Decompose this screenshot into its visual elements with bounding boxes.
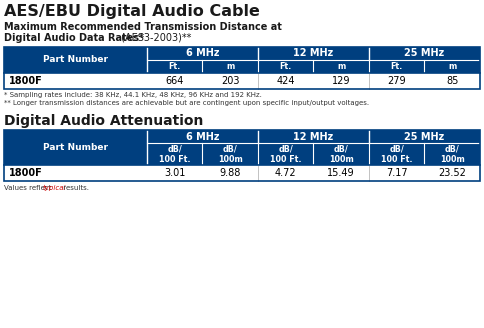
Text: Ft.: Ft.: [279, 62, 292, 71]
Text: Ft.: Ft.: [391, 62, 403, 71]
Text: dB/
100m: dB/ 100m: [440, 144, 465, 164]
Text: 23.52: 23.52: [439, 168, 466, 178]
Text: Part Number: Part Number: [43, 143, 108, 152]
Text: Digital Audio Attenuation: Digital Audio Attenuation: [4, 114, 203, 128]
Bar: [4, 130, 480, 181]
Text: 1800F: 1800F: [9, 76, 43, 86]
Text: 25 MHz: 25 MHz: [404, 49, 445, 58]
Bar: [4, 130, 480, 143]
Bar: [4, 130, 147, 165]
Text: 279: 279: [387, 76, 406, 86]
Text: 424: 424: [276, 76, 295, 86]
Text: 129: 129: [332, 76, 350, 86]
Bar: [4, 47, 480, 60]
Bar: [4, 47, 480, 89]
Text: 6 MHz: 6 MHz: [185, 132, 219, 141]
Text: Part Number: Part Number: [43, 55, 108, 65]
Text: 1800F: 1800F: [9, 168, 43, 178]
Text: m: m: [337, 62, 345, 71]
Text: 203: 203: [221, 76, 240, 86]
Text: 664: 664: [166, 76, 184, 86]
Text: dB/
100 Ft.: dB/ 100 Ft.: [270, 144, 302, 164]
Text: Ft.: Ft.: [168, 62, 181, 71]
Text: Digital Audio Data Rates*: Digital Audio Data Rates*: [4, 33, 144, 43]
Text: dB/
100 Ft.: dB/ 100 Ft.: [381, 144, 412, 164]
Text: 4.72: 4.72: [275, 168, 296, 178]
Bar: [4, 47, 147, 73]
Bar: [147, 143, 480, 165]
Text: 12 MHz: 12 MHz: [293, 132, 333, 141]
Text: 3.01: 3.01: [164, 168, 185, 178]
Text: dB/
100 Ft.: dB/ 100 Ft.: [159, 144, 190, 164]
Text: 7.17: 7.17: [386, 168, 408, 178]
Text: 9.88: 9.88: [219, 168, 241, 178]
Text: ** Longer transmission distances are achievable but are contingent upon specific: ** Longer transmission distances are ach…: [4, 100, 369, 106]
Text: 12 MHz: 12 MHz: [293, 49, 333, 58]
Text: AES/EBU Digital Audio Cable: AES/EBU Digital Audio Cable: [4, 4, 260, 19]
Text: m: m: [448, 62, 456, 71]
Text: typical: typical: [43, 185, 66, 191]
Text: 15.49: 15.49: [327, 168, 355, 178]
Text: Maximum Recommended Transmission Distance at: Maximum Recommended Transmission Distanc…: [4, 22, 282, 32]
Text: results.: results.: [61, 185, 89, 191]
Text: 85: 85: [446, 76, 458, 86]
Text: * Sampling rates include: 38 KHz, 44.1 KHz, 48 KHz, 96 KHz and 192 KHz.: * Sampling rates include: 38 KHz, 44.1 K…: [4, 92, 262, 98]
Text: 6 MHz: 6 MHz: [185, 49, 219, 58]
Text: (AES3-2003)**: (AES3-2003)**: [118, 33, 191, 43]
Text: 25 MHz: 25 MHz: [404, 132, 445, 141]
Bar: [147, 60, 480, 73]
Text: dB/
100m: dB/ 100m: [218, 144, 242, 164]
Text: Values reflect: Values reflect: [4, 185, 54, 191]
Text: dB/
100m: dB/ 100m: [329, 144, 353, 164]
Text: m: m: [226, 62, 234, 71]
